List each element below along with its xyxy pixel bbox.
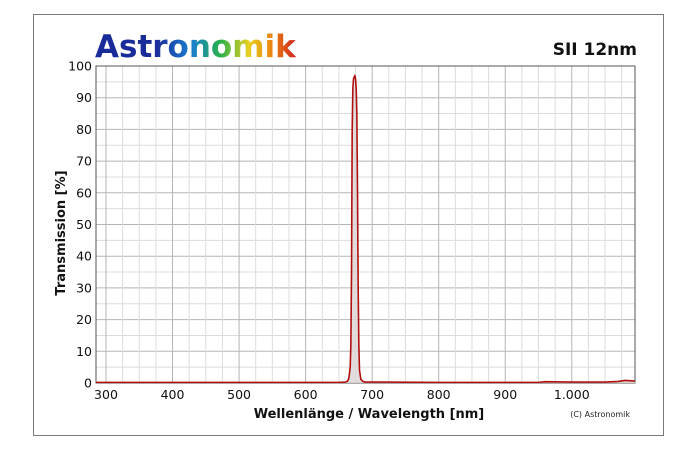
y-tick-label: 60 — [76, 185, 92, 200]
y-axis-ticks: 0 10 20 30 40 50 60 70 80 90 100 — [68, 59, 92, 391]
y-tick-label: 40 — [76, 249, 92, 264]
y-tick-label: 20 — [76, 312, 92, 327]
x-tick-label: 800 — [427, 387, 451, 402]
y-tick-label: 10 — [76, 344, 92, 359]
x-tick-label: 300 — [94, 387, 118, 402]
x-tick-label: 900 — [493, 387, 517, 402]
x-tick-label: 600 — [294, 387, 318, 402]
series-layer — [96, 74, 636, 384]
x-tick-label: 700 — [360, 387, 384, 402]
y-tick-label: 50 — [76, 217, 92, 232]
grid — [96, 65, 635, 384]
series-line — [96, 74, 636, 384]
transmission-fill — [96, 75, 635, 383]
y-tick-label: 100 — [68, 59, 92, 74]
x-tick-label: 1.000 — [554, 387, 590, 402]
series-area — [96, 75, 635, 383]
chart-title: SII 12nm — [553, 40, 637, 60]
x-axis-ticks: 300 400 500 600 700 800 900 1.000 — [94, 387, 590, 402]
copyright-note: (C) Astronomik — [570, 410, 630, 419]
x-axis-title: Wellenlänge / Wavelength [nm] — [254, 407, 485, 422]
y-tick-label: 80 — [76, 122, 92, 137]
x-tick-label: 500 — [227, 387, 251, 402]
y-tick-label: 0 — [84, 376, 92, 391]
chart-frame: Astronomik SII 12nm 300 400 500 600 700 800 90… — [33, 14, 664, 436]
chart: Astronomik SII 12nm 300 400 500 600 700 800 90… — [54, 29, 637, 422]
x-tick-label: 400 — [161, 387, 185, 402]
y-tick-label: 90 — [76, 90, 92, 105]
y-tick-label: 70 — [76, 154, 92, 169]
astronomik-logo: Astronomik — [95, 29, 297, 65]
y-axis-title: Transmission [%] — [54, 170, 69, 295]
y-tick-label: 30 — [76, 280, 92, 295]
